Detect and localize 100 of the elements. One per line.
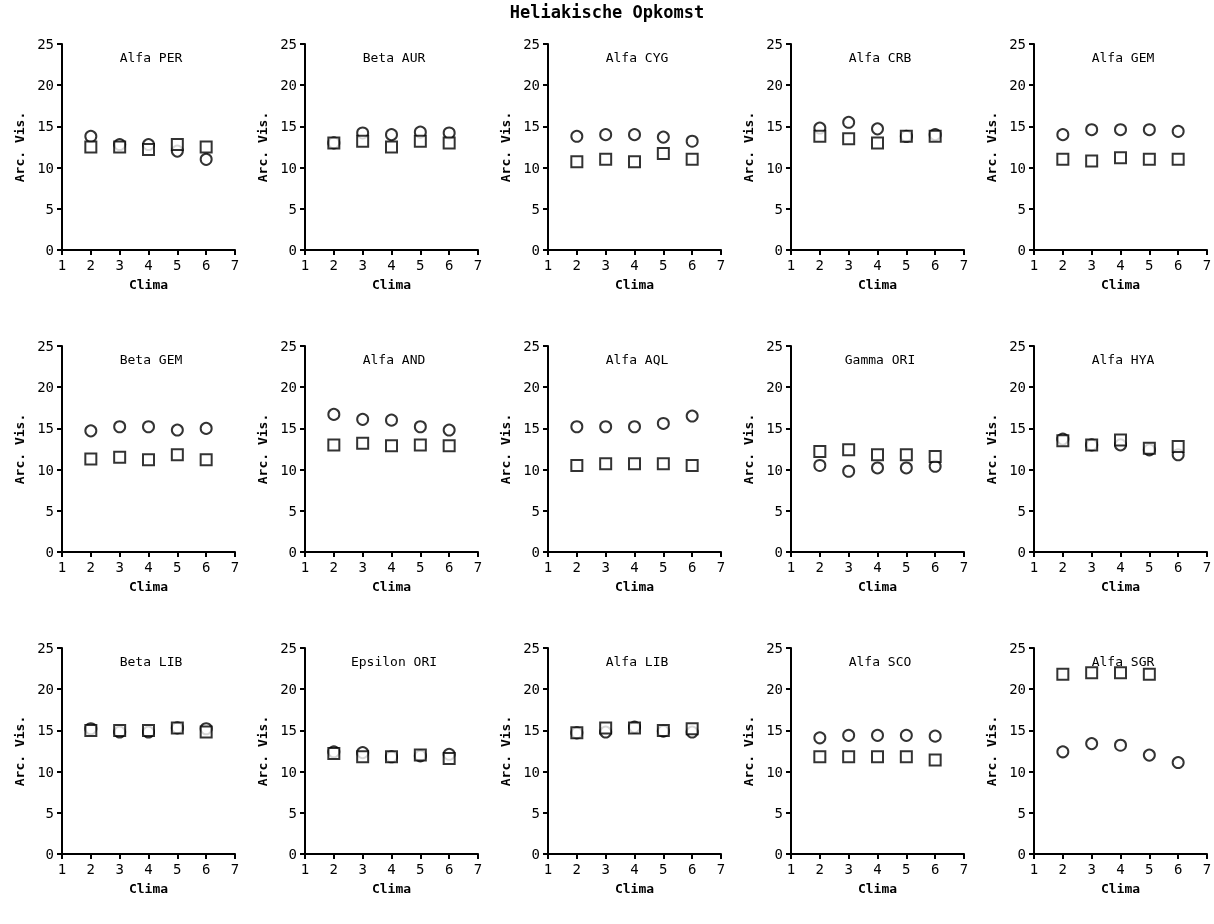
y-tick-label: 15 [523, 118, 540, 135]
x-tick-label: 4 [144, 559, 153, 575]
x-tick-label: 1 [57, 559, 67, 575]
y-axis-title: Arc. Vis. [984, 111, 1000, 183]
x-tick-label: 1 [1029, 559, 1039, 575]
x-tick-label: 1 [786, 257, 796, 273]
y-tick-label: 25 [280, 338, 297, 354]
x-tick-label: 1 [543, 861, 553, 877]
x-axis-title: Clima [371, 579, 412, 594]
x-tick-label: 7 [959, 861, 969, 877]
y-tick-label: 0 [1017, 846, 1026, 862]
x-tick-label: 1 [543, 257, 553, 273]
y-tick-label: 5 [1017, 502, 1026, 519]
x-tick-label: 7 [473, 861, 483, 877]
y-tick-label: 0 [531, 242, 540, 258]
y-tick-label: 0 [774, 242, 783, 258]
y-axis-title: Arc. Vis. [984, 413, 1000, 485]
text: Heliakische Opkomst [508, 2, 706, 22]
y-tick-label: 15 [766, 118, 783, 135]
x-tick-label: 2 [1058, 257, 1068, 273]
y-tick-label: 20 [523, 379, 540, 396]
x-tick-label: 5 [659, 861, 668, 877]
y-tick-label: 25 [523, 338, 540, 354]
x-tick-label: 7 [959, 559, 969, 575]
x-tick-label: 4 [873, 861, 882, 877]
y-tick-label: 0 [1017, 242, 1026, 258]
y-tick-label: 25 [1009, 36, 1026, 52]
y-tick-label: 5 [531, 804, 540, 821]
x-tick-label: 6 [201, 861, 211, 877]
y-tick-label: 0 [531, 846, 540, 862]
y-tick-label: 15 [766, 420, 783, 437]
x-axis-title: Clima [371, 881, 412, 896]
x-tick-label: 7 [959, 257, 969, 273]
y-tick-label: 10 [37, 763, 54, 780]
y-tick-label: 0 [531, 544, 540, 560]
y-tick-label: 20 [1009, 379, 1026, 396]
x-tick-label: 5 [173, 257, 182, 273]
x-tick-label: 3 [358, 257, 367, 273]
y-tick-label: 20 [37, 77, 54, 94]
text: Gamma ORI [844, 352, 916, 367]
y-tick-label: 25 [280, 640, 297, 656]
y-tick-label: 5 [288, 200, 297, 217]
y-tick-label: 0 [774, 846, 783, 862]
y-tick-label: 15 [523, 420, 540, 437]
x-tick-label: 4 [387, 559, 396, 575]
text: Alfa AQL [605, 352, 669, 367]
y-tick-label: 20 [766, 379, 783, 396]
y-tick-label: 5 [288, 502, 297, 519]
x-tick-label: 5 [659, 257, 668, 273]
x-tick-label: 3 [844, 559, 853, 575]
x-tick-label: 2 [329, 559, 339, 575]
x-tick-label: 6 [687, 257, 697, 273]
x-tick-label: 6 [687, 559, 697, 575]
x-tick-label: 7 [230, 861, 240, 877]
x-tick-label: 7 [1202, 559, 1212, 575]
x-tick-label: 6 [1173, 559, 1183, 575]
y-tick-label: 25 [37, 338, 54, 354]
x-axis-title: Clima [614, 881, 655, 896]
x-tick-label: 1 [543, 559, 553, 575]
y-tick-label: 20 [37, 379, 54, 396]
x-tick-label: 3 [1087, 861, 1096, 877]
x-axis-title: Clima [614, 277, 655, 292]
text: Alfa SCO [848, 654, 912, 669]
y-tick-label: 25 [523, 36, 540, 52]
y-tick-label: 25 [1009, 640, 1026, 656]
x-tick-label: 6 [930, 257, 940, 273]
x-tick-label: 7 [716, 559, 726, 575]
y-tick-label: 20 [766, 681, 783, 698]
x-tick-label: 6 [201, 257, 211, 273]
y-axis-title: Arc. Vis. [12, 715, 28, 787]
text: Alfa HYA [1091, 352, 1155, 367]
y-tick-label: 15 [1009, 722, 1026, 739]
y-tick-label: 5 [45, 502, 54, 519]
x-tick-label: 4 [1116, 257, 1125, 273]
x-tick-label: 6 [1173, 257, 1183, 273]
x-tick-label: 3 [358, 559, 367, 575]
x-tick-label: 3 [115, 861, 124, 877]
text: Alfa PER [119, 50, 183, 65]
y-tick-label: 20 [37, 681, 54, 698]
y-tick-label: 0 [45, 242, 54, 258]
y-tick-label: 10 [1009, 159, 1026, 176]
x-tick-label: 5 [902, 559, 911, 575]
x-tick-label: 1 [786, 861, 796, 877]
y-tick-label: 5 [531, 200, 540, 217]
x-tick-label: 7 [1202, 257, 1212, 273]
x-tick-label: 5 [173, 559, 182, 575]
x-axis-title: Clima [128, 579, 169, 594]
x-tick-label: 4 [144, 861, 153, 877]
y-axis-title: Arc. Vis. [741, 715, 757, 787]
x-tick-label: 4 [144, 257, 153, 273]
x-tick-label: 5 [659, 559, 668, 575]
x-tick-label: 3 [601, 559, 610, 575]
x-tick-label: 3 [358, 861, 367, 877]
x-tick-label: 2 [329, 861, 339, 877]
y-tick-label: 25 [523, 640, 540, 656]
y-tick-label: 20 [523, 77, 540, 94]
y-tick-label: 10 [766, 461, 783, 478]
x-tick-label: 6 [687, 861, 697, 877]
x-axis-title: Clima [857, 579, 898, 594]
x-tick-label: 3 [844, 257, 853, 273]
